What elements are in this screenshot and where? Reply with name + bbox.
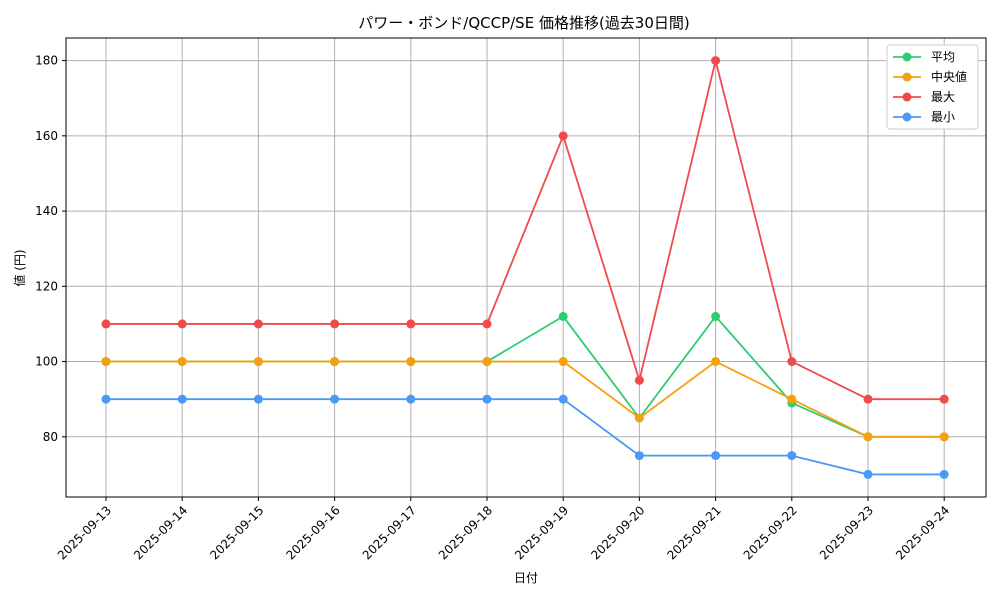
y-tick-label: 180 <box>35 54 58 68</box>
data-point <box>711 56 721 66</box>
x-tick-label: 2025-09-24 <box>893 503 952 562</box>
series-4 <box>101 394 949 479</box>
x-tick-label: 2025-09-15 <box>207 503 266 562</box>
legend-marker <box>902 112 912 122</box>
data-point <box>330 357 340 367</box>
legend-item: 中央値 <box>893 69 967 84</box>
x-tick-label: 2025-09-14 <box>131 503 190 562</box>
legend-item: 最大 <box>893 90 955 104</box>
legend-label: 最大 <box>931 90 955 104</box>
data-point <box>863 432 873 442</box>
data-point <box>558 131 568 141</box>
data-point <box>787 451 797 461</box>
y-tick-label: 100 <box>35 355 58 369</box>
data-point <box>101 394 111 404</box>
data-point <box>634 451 644 461</box>
data-point <box>634 375 644 385</box>
data-point <box>558 357 568 367</box>
x-tick-label: 2025-09-20 <box>588 503 647 562</box>
data-point <box>177 357 187 367</box>
x-tick-label: 2025-09-18 <box>436 503 495 562</box>
data-point <box>406 357 416 367</box>
data-point <box>253 394 263 404</box>
data-point <box>253 319 263 329</box>
y-tick-label: 140 <box>35 204 58 218</box>
data-point <box>330 319 340 329</box>
data-point <box>406 394 416 404</box>
legend-item: 最小 <box>893 110 955 124</box>
legend-marker <box>902 72 912 82</box>
x-axis-label: 日付 <box>514 571 538 585</box>
data-point <box>787 357 797 367</box>
data-point <box>177 394 187 404</box>
x-tick-label: 2025-09-23 <box>817 503 876 562</box>
series-group <box>101 56 949 479</box>
x-tick-label: 2025-09-19 <box>512 503 571 562</box>
y-axis: 80 100 120 140 160 180 <box>35 54 66 444</box>
x-tick-label: 2025-09-13 <box>55 503 114 562</box>
data-point <box>939 469 949 479</box>
y-tick-label: 80 <box>43 430 58 444</box>
data-point <box>939 432 949 442</box>
x-tick-label: 2025-09-21 <box>665 503 724 562</box>
data-point <box>482 319 492 329</box>
x-tick-label: 2025-09-22 <box>741 503 800 562</box>
series-line <box>106 398 945 476</box>
data-point <box>711 311 721 321</box>
x-axis: 2025-09-13 2025-09-14 2025-09-15 2025-09-16… <box>55 497 952 562</box>
data-point <box>558 311 568 321</box>
chart-title: パワー・ボンド/QCCP/SE 価格推移(過去30日間) <box>358 14 689 32</box>
data-point <box>253 357 263 367</box>
data-point <box>863 469 873 479</box>
data-point <box>101 357 111 367</box>
legend-label: 最小 <box>931 110 955 124</box>
series-3 <box>101 56 949 404</box>
series-2 <box>101 357 949 442</box>
x-tick-label: 2025-09-17 <box>360 503 419 562</box>
data-point <box>939 394 949 404</box>
data-point <box>482 394 492 404</box>
series-line <box>106 360 945 438</box>
data-point <box>634 413 644 423</box>
data-point <box>482 357 492 367</box>
y-axis-label: 値 (円) <box>12 249 27 286</box>
plot-area-frame <box>65 37 987 498</box>
legend-label: 中央値 <box>931 69 967 84</box>
data-point <box>787 394 797 404</box>
legend-item: 平均 <box>893 50 955 64</box>
data-point <box>711 357 721 367</box>
legend-label: 平均 <box>931 50 955 64</box>
legend-box <box>886 44 979 130</box>
data-point <box>177 319 187 329</box>
legend-marker <box>902 52 912 62</box>
y-tick-label: 160 <box>35 129 58 143</box>
x-tick-label: 2025-09-16 <box>284 503 343 562</box>
data-point <box>711 451 721 461</box>
series-line <box>106 314 945 438</box>
data-point <box>406 319 416 329</box>
data-point <box>558 394 568 404</box>
y-tick-label: 120 <box>35 279 58 293</box>
data-point <box>101 319 111 329</box>
series-line <box>106 60 945 401</box>
data-point <box>330 394 340 404</box>
legend-marker <box>902 92 912 102</box>
data-point <box>863 394 873 404</box>
